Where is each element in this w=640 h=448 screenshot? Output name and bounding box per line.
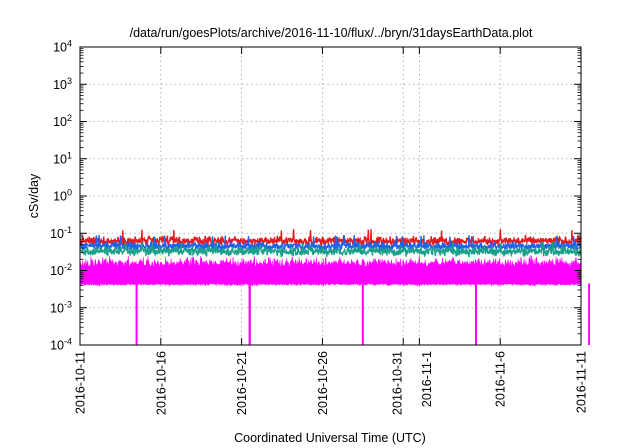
x-tick-label: 2016-10-21 xyxy=(235,351,249,415)
y-tick-label: 101 xyxy=(53,150,72,166)
grid xyxy=(80,47,581,345)
y-tick-label: 103 xyxy=(53,76,72,92)
y-axis-label: cSv/day xyxy=(27,173,41,218)
x-tick-label: 2016-11-11 xyxy=(575,351,589,413)
series-2-line xyxy=(79,241,582,259)
x-tick-label: 2016-10-16 xyxy=(154,351,168,415)
y-tick-label: 10-1 xyxy=(50,225,72,241)
y-tick-label: 102 xyxy=(53,113,72,129)
y-tick-label: 10-3 xyxy=(50,299,72,315)
x-tick-label: 2016-11-1 xyxy=(420,351,434,407)
x-axis-label: Coordinated Universal Time (UTC) xyxy=(234,431,426,445)
x-tick-label: 2016-11-6 xyxy=(494,351,508,407)
y-axis: 10-4 10-3 10-2 10-1 100 101 102 103 104 xyxy=(50,39,581,353)
x-axis: 2016-10-11 2016-10-16 2016-10-21 2016-10-26… xyxy=(74,47,589,415)
series-0-line xyxy=(79,229,582,248)
x-tick-label: 2016-10-31 xyxy=(391,351,405,415)
y-tick-label: 10-4 xyxy=(50,337,72,353)
x-tick-label: 2016-10-11 xyxy=(74,351,88,414)
y-tick-label: 100 xyxy=(53,188,72,204)
x-tick-label: 2016-10-26 xyxy=(316,351,330,415)
y-tick-label: 10-2 xyxy=(50,262,72,278)
y-tick-label: 104 xyxy=(53,39,72,55)
chart-title: /data/run/goesPlots/archive/2016-11-10/f… xyxy=(130,26,533,40)
